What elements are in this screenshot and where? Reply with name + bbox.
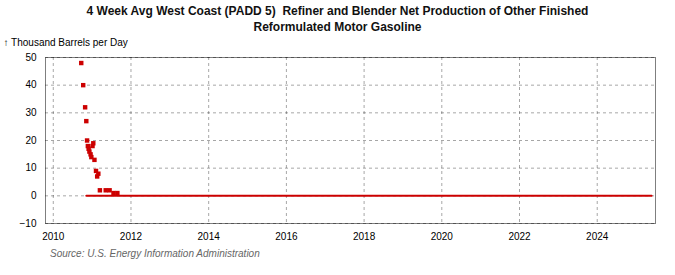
svg-text:0: 0: [31, 190, 37, 201]
html-text:4 Week Avg West Coast (PADD 5): 4 Week Avg West Coast (PADD 5) Refiner a…: [86, 4, 589, 34]
svg-text:20: 20: [25, 135, 37, 146]
svg-text:10: 10: [25, 162, 37, 173]
svg-text:2020: 2020: [431, 231, 454, 242]
svg-text:2018: 2018: [353, 231, 376, 242]
svg-text:30: 30: [25, 107, 37, 118]
svg-text:40: 40: [25, 79, 37, 90]
svg-text:50: 50: [25, 52, 37, 63]
svg-text:2024: 2024: [586, 231, 609, 242]
svg-text:2022: 2022: [508, 231, 531, 242]
svg-text:↑ Thousand Barrels per Day: ↑ Thousand Barrels per Day: [4, 37, 128, 48]
svg-text:2016: 2016: [275, 231, 298, 242]
svg-text:−10: −10: [20, 218, 37, 229]
svg-text:2014: 2014: [198, 231, 221, 242]
svg-text:2012: 2012: [120, 231, 143, 242]
svg-text:2010: 2010: [42, 231, 65, 242]
html-text:Source: U.S. Energy Informatio: Source: U.S. Energy Information Administ…: [50, 248, 260, 259]
